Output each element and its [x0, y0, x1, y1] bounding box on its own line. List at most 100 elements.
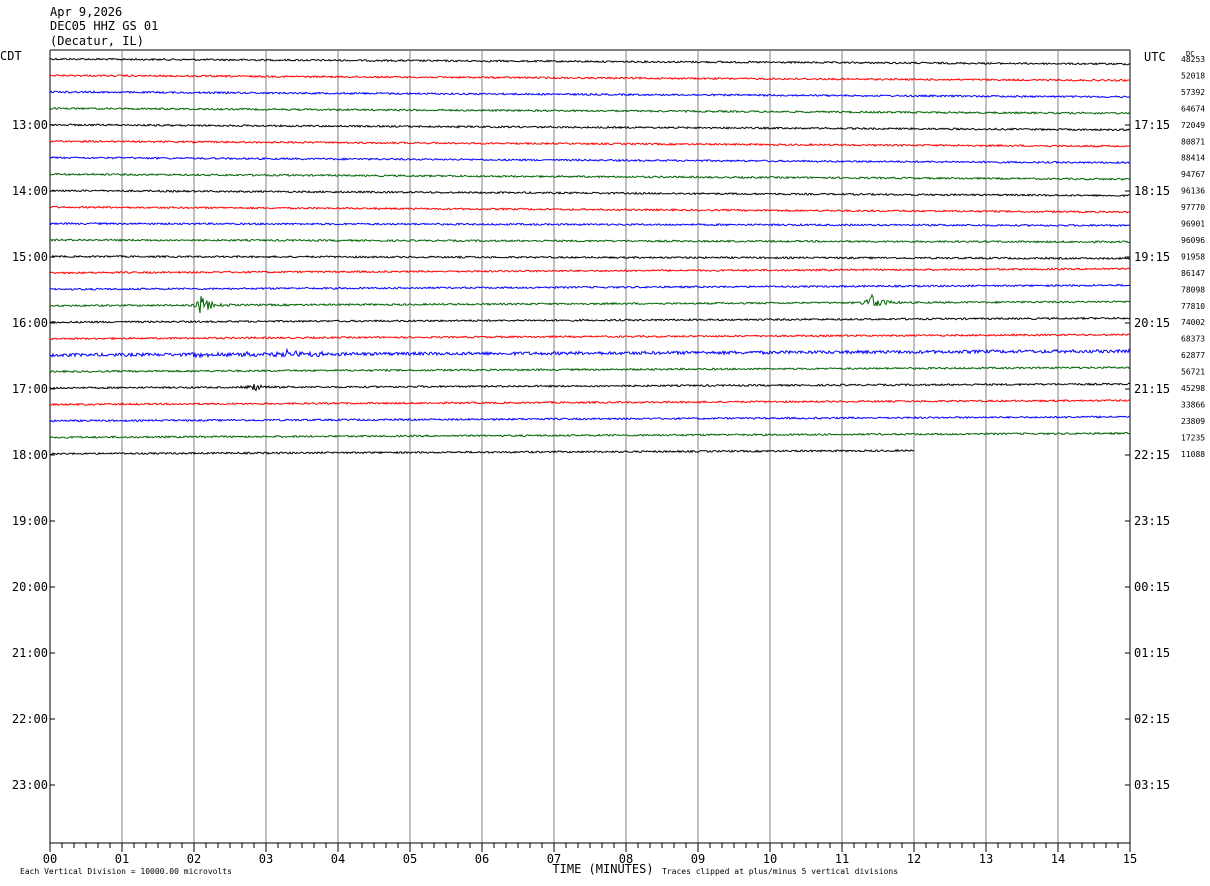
- plot-date: Apr 9,2026: [50, 5, 123, 19]
- dc-offset-label: 96136: [1181, 187, 1205, 196]
- x-tick-label: 05: [403, 852, 417, 866]
- dc-offset-label: 62877: [1181, 351, 1205, 360]
- x-tick-label: 11: [835, 852, 849, 866]
- trace-line: [49, 172, 1131, 181]
- trace-line: [49, 57, 1131, 66]
- x-tick-label: 10: [763, 852, 777, 866]
- trace-line: [49, 333, 1131, 341]
- dc-offset-label: 97770: [1181, 203, 1205, 212]
- dc-offset-label: 86147: [1181, 269, 1205, 278]
- trace-line: [49, 106, 1131, 115]
- dc-offset-label: 45298: [1181, 384, 1205, 393]
- right-hour-label: 19:15: [1134, 250, 1170, 264]
- dc-offset-label: 80871: [1181, 137, 1205, 146]
- dc-offset-label: 52018: [1181, 71, 1205, 80]
- trace-line: [49, 366, 1131, 374]
- dc-offset-label: 96096: [1181, 236, 1205, 245]
- trace-line: [49, 267, 1131, 275]
- dc-offset-label: 74002: [1181, 318, 1205, 327]
- right-timezone-label: UTC: [1144, 50, 1166, 64]
- left-hour-label: 16:00: [12, 316, 48, 330]
- trace-line: [49, 123, 1131, 132]
- trace-group: 48253 52018 57392 64674 72049 80871 88414 94767…: [49, 55, 1205, 459]
- trace-line: [49, 156, 1131, 165]
- left-hour-label: 22:00: [12, 712, 48, 726]
- right-hour-label: 21:15: [1134, 382, 1170, 396]
- left-hour-label: 13:00: [12, 118, 48, 132]
- dc-offset-label: 96901: [1181, 220, 1205, 229]
- trace-line: [49, 415, 1131, 423]
- right-hour-label: 18:15: [1134, 184, 1170, 198]
- right-hour-label: 22:15: [1134, 448, 1170, 462]
- x-tick-label: 00: [43, 852, 57, 866]
- trace-line: [49, 221, 1131, 228]
- dc-offset-label: 17235: [1181, 433, 1205, 442]
- left-hour-label: 21:00: [12, 646, 48, 660]
- left-hour-label: 18:00: [12, 448, 48, 462]
- x-tick-label: 02: [187, 852, 201, 866]
- left-hour-label: 17:00: [12, 382, 48, 396]
- grid-lines: [49, 49, 1131, 843]
- trace-line: [49, 189, 1130, 198]
- x-tick-label: 13: [979, 852, 993, 866]
- x-tick-label: 12: [907, 852, 921, 866]
- trace-line: [49, 431, 1131, 439]
- dc-offset-label: 72049: [1181, 121, 1205, 130]
- x-tick-label: 06: [475, 852, 489, 866]
- dc-offset-label: 94767: [1181, 170, 1205, 179]
- trace-line: [49, 347, 1131, 359]
- dc-offset-label: 57392: [1181, 88, 1205, 97]
- dc-offset-label: 91958: [1181, 252, 1205, 261]
- right-hour-label: 01:15: [1134, 646, 1170, 660]
- dc-offset-header: DC: [1186, 50, 1195, 58]
- trace-line: [49, 399, 1131, 407]
- x-tick-label: 15: [1123, 852, 1137, 866]
- x-tick-label: 01: [115, 852, 129, 866]
- left-hour-label: 20:00: [12, 580, 48, 594]
- dc-offset-label: 77810: [1181, 302, 1205, 311]
- left-hour-label: 14:00: [12, 184, 48, 198]
- right-hour-label: 17:15: [1134, 118, 1170, 132]
- dc-offset-label: 68373: [1181, 335, 1205, 344]
- dc-offset-label: 33866: [1181, 400, 1205, 409]
- x-tick-label: 03: [259, 852, 273, 866]
- right-hour-label: 20:15: [1134, 316, 1170, 330]
- trace-line: [49, 73, 1131, 82]
- station-code: DEC05 HHZ GS 01: [50, 19, 159, 33]
- trace-line: [49, 90, 1131, 99]
- right-hour-label: 03:15: [1134, 778, 1170, 792]
- x-tick-label: 04: [331, 852, 345, 866]
- dc-offset-label: 11088: [1181, 450, 1205, 459]
- x-tick-label: 08: [619, 852, 633, 866]
- x-tick-label: 14: [1051, 852, 1065, 866]
- clip-note: Traces clipped at plus/minus 5 vertical …: [662, 867, 899, 876]
- trace-line: [49, 205, 1131, 214]
- scale-note: Each Vertical Division = 10000.00 microv…: [20, 867, 232, 876]
- left-timezone-label: CDT: [0, 49, 22, 63]
- trace-line: [49, 316, 1131, 324]
- trace-line: [49, 139, 1131, 148]
- left-hour-label: 19:00: [12, 514, 48, 528]
- trace-line: [50, 254, 1131, 261]
- dc-offset-label: 48253: [1181, 55, 1205, 64]
- dc-offset-label: 56721: [1181, 368, 1205, 377]
- x-tick-label: 07: [547, 852, 561, 866]
- trace-line: [49, 448, 915, 456]
- trace-line: [49, 293, 1131, 314]
- right-hour-label: 23:15: [1134, 514, 1170, 528]
- dc-offset-label: 23809: [1181, 417, 1205, 426]
- dc-offset-label: 64674: [1181, 104, 1205, 113]
- x-axis: 00 01 02 03 04 05 06 07 08 09 10 11 12 13 14 15 TIME (MI…: [43, 842, 1137, 876]
- hour-labels: 13:00 14:00 15:00 16:00 17:00 18:00 19:00 20:00…: [12, 118, 1170, 792]
- x-axis-title: TIME (MINUTES): [552, 862, 653, 876]
- left-hour-label: 15:00: [12, 250, 48, 264]
- trace-line: [49, 382, 1131, 392]
- x-tick-label: 09: [691, 852, 705, 866]
- dc-offset-label: 88414: [1181, 154, 1205, 163]
- trace-line: [49, 238, 1131, 244]
- right-hour-label: 02:15: [1134, 712, 1170, 726]
- station-location: (Decatur, IL): [50, 34, 144, 48]
- trace-line: [49, 283, 1131, 291]
- dc-offset-label: 78098: [1181, 285, 1205, 294]
